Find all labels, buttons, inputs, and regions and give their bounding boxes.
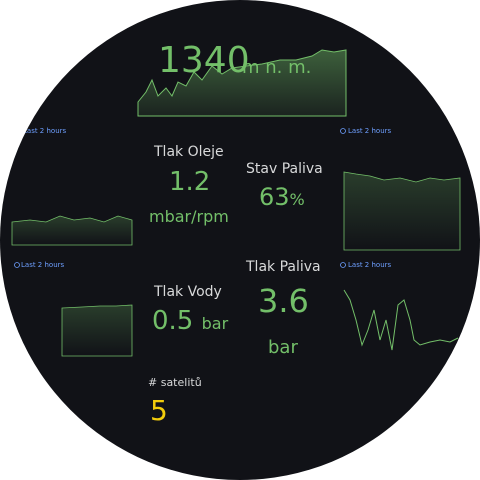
panel-title: Tlak Paliva xyxy=(246,259,321,275)
water-graph xyxy=(61,304,133,357)
time-range[interactable]: Last 2 hours xyxy=(348,261,392,269)
clock-icons xyxy=(14,128,346,268)
fuel-pressure-unit: bar xyxy=(268,337,298,358)
altitude-unit: m n. m. xyxy=(242,57,312,78)
value: 63 xyxy=(259,183,290,211)
time-range[interactable]: Last 2 hours xyxy=(348,127,392,135)
fuel-level-value: 63% xyxy=(259,183,305,211)
value: 0.5 xyxy=(152,306,194,336)
time-range[interactable]: Last 2 hours xyxy=(23,127,67,135)
fuel-pressure-value: 3.6 xyxy=(258,282,309,320)
panel-title: Stav Paliva xyxy=(246,161,323,177)
unit: bar xyxy=(201,314,229,333)
oil-graph xyxy=(11,215,133,246)
water-value: 0.5 bar xyxy=(152,306,228,336)
time-range[interactable]: Last 2 hours xyxy=(21,261,65,269)
oil-unit: mbar/rpm xyxy=(149,207,229,226)
unit: % xyxy=(289,190,305,209)
altitude-graph xyxy=(137,49,347,117)
oil-value: 1.2 xyxy=(169,167,211,197)
altitude-value: 1340 xyxy=(158,40,250,81)
fuel-level-graph xyxy=(343,171,461,251)
panel-title: # satelitů xyxy=(148,376,202,389)
satellites-value: 5 xyxy=(150,394,168,427)
panel-title: Tlak Oleje xyxy=(154,144,224,160)
fuel-pressure-graph xyxy=(343,289,459,351)
panel-title: Tlak Vody xyxy=(154,284,222,300)
